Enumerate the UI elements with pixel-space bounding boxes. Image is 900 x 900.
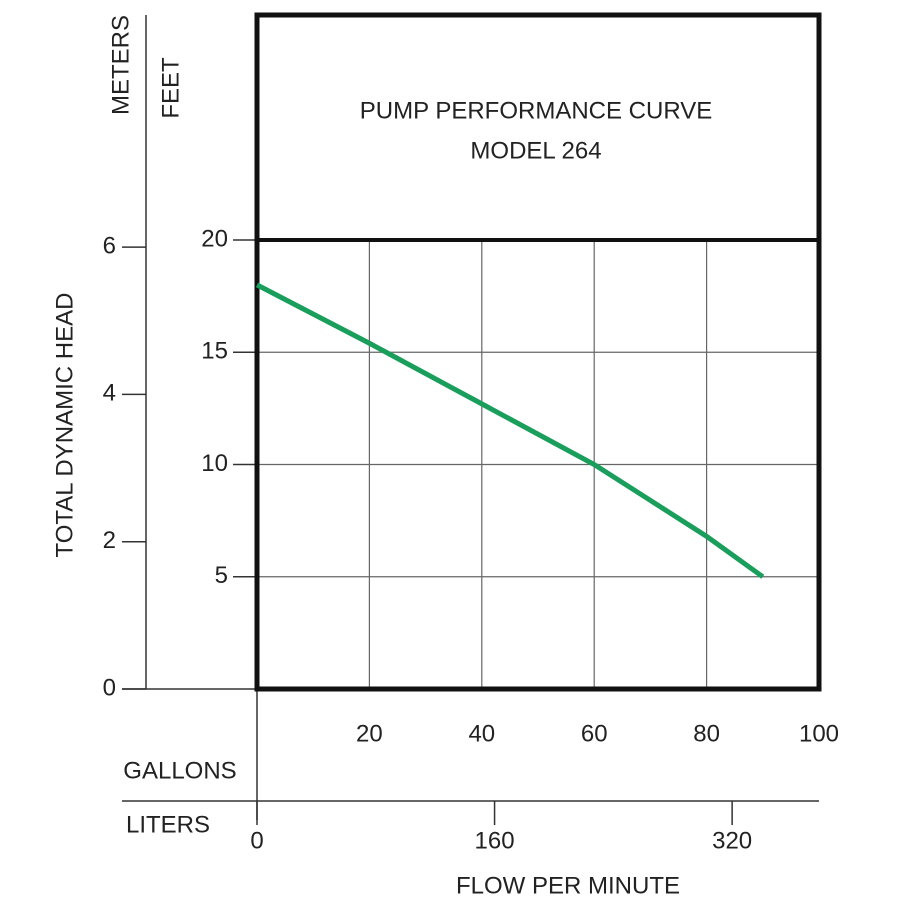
plot-frame xyxy=(254,12,822,692)
y-tick-label: 5 xyxy=(215,562,228,589)
x2-unit: LITERS xyxy=(126,811,210,838)
x-unit: GALLONS xyxy=(123,757,236,784)
x-axis-label: FLOW PER MINUTE xyxy=(456,872,680,899)
y2-tick-label: 6 xyxy=(103,232,116,259)
x2-tick-label: 160 xyxy=(475,827,515,854)
curve xyxy=(255,282,765,579)
y-tick-label: 20 xyxy=(201,225,228,252)
y-tick-label: 15 xyxy=(201,338,228,365)
y2-unit: METERS xyxy=(107,15,134,115)
y-unit: FEET xyxy=(157,57,184,119)
chart-subtitle: MODEL 264 xyxy=(470,137,601,164)
chart-title: PUMP PERFORMANCE CURVE xyxy=(360,97,713,124)
y2-tick-label: 2 xyxy=(103,527,116,554)
y-axis-label: TOTAL DYNAMIC HEAD xyxy=(51,293,78,558)
x-tick-label: 60 xyxy=(581,720,608,747)
x2-tick-label: 0 xyxy=(250,827,263,854)
x-tick-label: 40 xyxy=(468,720,495,747)
y2-tick-label: 4 xyxy=(103,380,116,407)
x2-tick-label: 320 xyxy=(712,827,752,854)
y-tick-label: 10 xyxy=(201,450,228,477)
x-tick-label: 100 xyxy=(799,720,839,747)
x-tick-label: 80 xyxy=(693,720,720,747)
y2-tick-label: 0 xyxy=(103,674,116,701)
x-tick-label: 20 xyxy=(356,720,383,747)
